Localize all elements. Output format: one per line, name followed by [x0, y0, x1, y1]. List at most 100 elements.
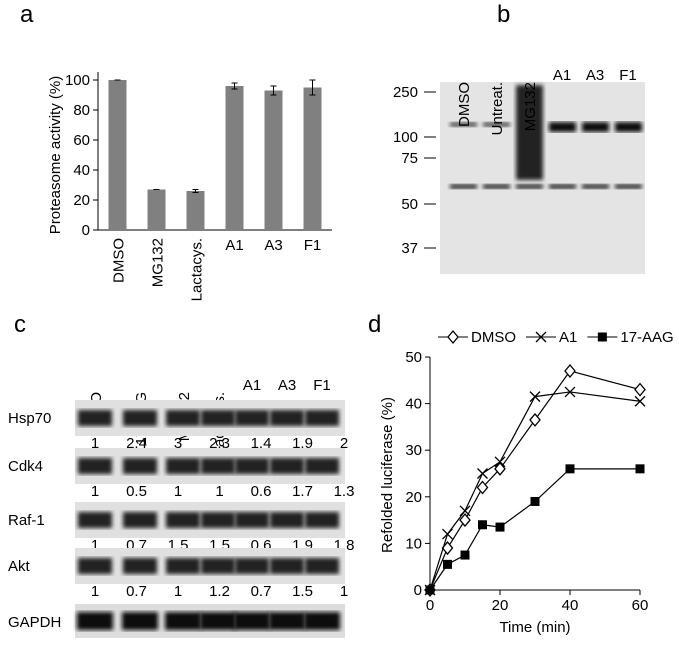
- band: [483, 184, 510, 189]
- lane-label: MG132: [522, 82, 539, 131]
- panel-label: d: [368, 311, 381, 338]
- band-value: 2.4: [126, 435, 147, 452]
- x-axis-label: Time (min): [499, 619, 570, 636]
- band: [235, 558, 269, 574]
- marker-label: 100: [393, 129, 418, 146]
- point: [529, 412, 541, 427]
- band: [166, 558, 200, 574]
- band-value: 2.3: [209, 435, 230, 452]
- band: [201, 410, 235, 426]
- band-value: 1.9: [292, 435, 313, 452]
- band-value: 1.5: [292, 583, 313, 600]
- band: [305, 410, 339, 426]
- band: [78, 458, 112, 474]
- bar: [186, 191, 205, 230]
- point: [495, 522, 505, 532]
- band: [235, 410, 269, 426]
- series-line: [429, 468, 640, 591]
- y-axis-label: Proteasome activity (%): [47, 76, 64, 234]
- band-value: 1: [340, 583, 348, 600]
- x-tick-label: F1: [304, 237, 322, 254]
- band: [78, 558, 112, 574]
- band: [123, 410, 157, 426]
- lane-label: A1: [553, 67, 571, 84]
- band: [201, 458, 235, 474]
- band: [234, 612, 270, 630]
- lane-label: F1: [619, 67, 637, 84]
- marker-label: 250: [393, 84, 418, 101]
- band-value: 0.6: [251, 483, 272, 500]
- bar: [147, 189, 166, 230]
- y-tick-label: 50: [405, 349, 422, 366]
- point: [477, 468, 488, 479]
- marker-label: 37: [401, 240, 418, 257]
- band: [166, 410, 200, 426]
- y-tick-label: 40: [405, 396, 422, 413]
- row-label: GAPDH: [8, 614, 61, 631]
- legend-label: 17-AAG: [620, 329, 673, 346]
- band: [549, 184, 576, 189]
- legend-label: A1: [559, 329, 577, 346]
- x-tick-label: A1: [225, 237, 243, 254]
- panel-label: b: [497, 1, 510, 28]
- legend-label: DMSO: [471, 329, 516, 346]
- band: [483, 122, 510, 127]
- point: [530, 496, 540, 506]
- row-label: Raf-1: [8, 512, 45, 529]
- band: [269, 612, 305, 630]
- band: [450, 122, 477, 127]
- band: [122, 612, 158, 630]
- x-tick-label: MG132: [150, 238, 167, 287]
- bar: [225, 86, 244, 230]
- legend-marker: [535, 331, 547, 343]
- band: [201, 558, 235, 574]
- point: [494, 456, 506, 468]
- band: [77, 612, 113, 630]
- x-tick-label: 60: [632, 597, 649, 614]
- band: [305, 558, 339, 574]
- row-label: Akt: [8, 558, 31, 575]
- band-value: 1.4: [251, 435, 272, 452]
- band: [304, 612, 340, 630]
- band: [270, 458, 304, 474]
- band-value: 1: [174, 483, 182, 500]
- lane-label: F1: [313, 377, 331, 394]
- lane-label: A3: [586, 67, 604, 84]
- point: [494, 461, 506, 476]
- x-tick-label: 20: [492, 597, 509, 614]
- band: [516, 184, 543, 189]
- band-value: 3: [174, 435, 182, 452]
- band: [78, 512, 112, 528]
- band: [200, 612, 236, 630]
- point: [425, 585, 435, 595]
- legend-marker: [597, 332, 607, 342]
- x-tick-label: A3: [264, 237, 282, 254]
- band: [305, 458, 339, 474]
- y-tick-label: 80: [73, 102, 90, 119]
- y-tick-label: 0: [82, 222, 90, 239]
- bar: [264, 90, 283, 230]
- y-tick-label: 10: [405, 535, 422, 552]
- band: [582, 122, 609, 132]
- lane-label: A1: [243, 377, 261, 394]
- band-value: 1: [91, 537, 99, 554]
- band: [123, 458, 157, 474]
- band: [166, 512, 200, 528]
- band: [582, 184, 609, 189]
- band: [201, 512, 235, 528]
- point: [565, 464, 575, 474]
- band: [615, 184, 642, 189]
- bar: [108, 80, 127, 230]
- point: [460, 550, 470, 560]
- band: [166, 458, 200, 474]
- series-line: [429, 391, 641, 591]
- band: [270, 410, 304, 426]
- row-label: Hsp70: [8, 410, 51, 427]
- band: [516, 85, 543, 180]
- band: [235, 458, 269, 474]
- band: [270, 512, 304, 528]
- band-value: 0.5: [126, 483, 147, 500]
- point: [442, 528, 453, 540]
- bar: [303, 87, 322, 230]
